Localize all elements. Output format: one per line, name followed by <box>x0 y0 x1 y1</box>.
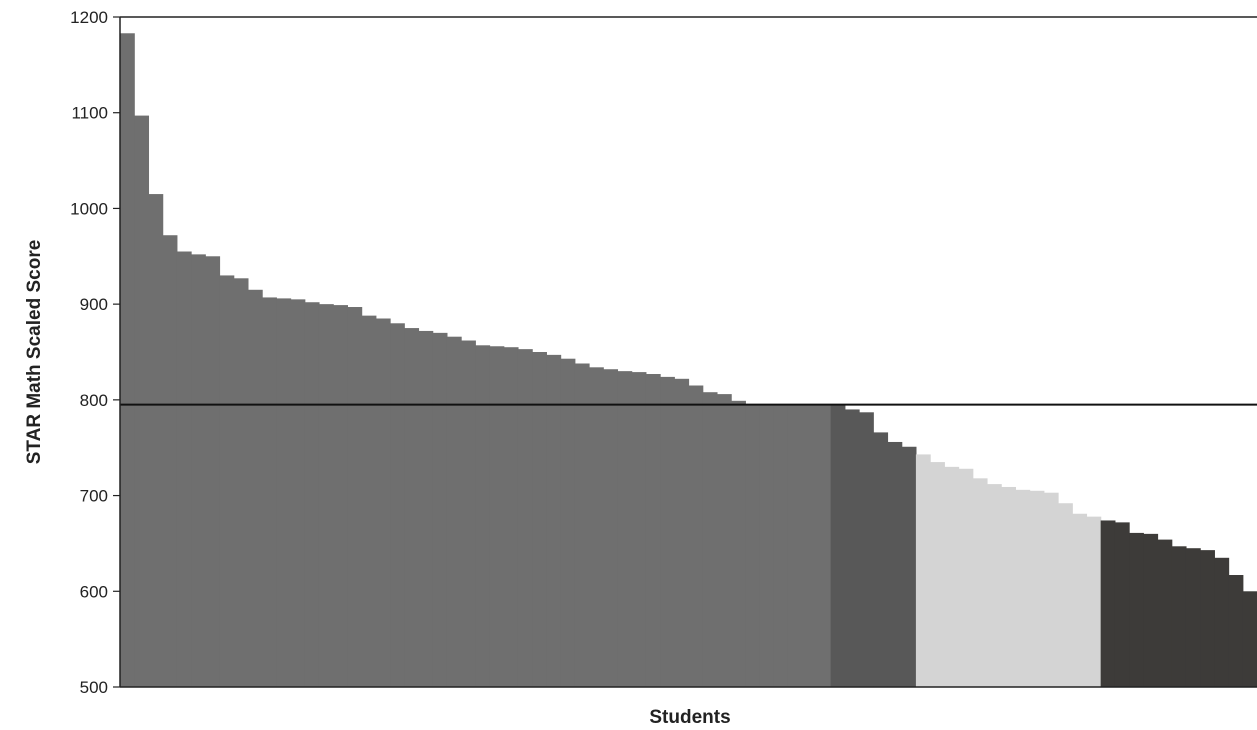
bar-series3-64 <box>1015 489 1031 687</box>
bar-series1-19 <box>375 318 391 687</box>
bar-series1-10 <box>247 289 263 687</box>
bar-series2-53 <box>859 412 874 687</box>
bar-series1-31 <box>546 354 562 687</box>
bar-series4-71 <box>1114 522 1130 687</box>
bar-series1-29 <box>517 349 533 687</box>
bar-series1-25 <box>461 340 476 687</box>
y-tick-label-1200: 1200 <box>70 8 108 27</box>
bar-series4-74 <box>1157 539 1173 687</box>
bar-series3-61 <box>972 478 988 687</box>
axes-group <box>119 16 1257 688</box>
bar-series1-18 <box>361 315 377 687</box>
bar-series1-12 <box>276 298 292 687</box>
bar-series1-33 <box>574 363 590 687</box>
bar-series4-73 <box>1143 533 1159 687</box>
bar-series1-14 <box>304 302 320 687</box>
bar-series1-9 <box>233 278 249 687</box>
bar-series1-44 <box>731 400 746 687</box>
y-tick-label-500: 500 <box>80 678 108 697</box>
bar-series1-4 <box>162 235 178 688</box>
bar-series2-56 <box>901 446 917 687</box>
bar-series4-79 <box>1228 575 1244 687</box>
bar-series4-80 <box>1242 591 1257 687</box>
bars-group <box>120 33 1257 688</box>
y-tick-label-600: 600 <box>80 582 108 601</box>
bar-series1-48 <box>787 404 803 687</box>
bar-series3-65 <box>1029 490 1045 687</box>
y-axis-title: STAR Math Scaled Score <box>24 240 45 465</box>
bar-series4-77 <box>1200 550 1215 687</box>
bar-series1-50 <box>816 404 832 687</box>
bar-series1-41 <box>688 385 704 687</box>
bar-series1-46 <box>759 404 775 687</box>
bar-series1-39 <box>660 376 675 687</box>
bar-series3-62 <box>986 484 1002 687</box>
bar-series1-26 <box>475 345 491 687</box>
bar-series1-27 <box>489 346 505 687</box>
bar-series4-76 <box>1185 548 1201 687</box>
x-axis-title: Students <box>649 707 730 728</box>
bar-series1-11 <box>262 297 277 687</box>
y-tick-label-900: 900 <box>80 295 108 314</box>
bar-series1-23 <box>432 332 448 687</box>
bar-series1-35 <box>603 369 619 687</box>
bar-series1-15 <box>318 304 334 687</box>
bar-series3-59 <box>944 466 960 687</box>
bar-series3-66 <box>1043 492 1059 687</box>
bar-series1-43 <box>716 394 732 687</box>
bar-series1-24 <box>446 336 462 687</box>
bar-series4-78 <box>1214 557 1230 687</box>
bar-series2-55 <box>887 441 903 687</box>
bar-series1-16 <box>333 305 348 687</box>
bar-series3-57 <box>915 454 931 687</box>
bar-series1-13 <box>290 299 306 687</box>
y-tick-label-1100: 1100 <box>71 104 108 123</box>
bar-series1-38 <box>645 374 661 687</box>
bar-series4-72 <box>1129 532 1144 687</box>
bar-series1-42 <box>702 392 718 687</box>
bar-series2-52 <box>844 409 860 687</box>
bar-series1-34 <box>589 367 604 687</box>
bar-series4-70 <box>1100 520 1116 687</box>
bar-series1-36 <box>617 371 633 687</box>
bar-series1-28 <box>503 347 519 687</box>
bar-series3-69 <box>1086 516 1102 687</box>
bar-series1-22 <box>418 330 434 687</box>
bar-series3-67 <box>1058 503 1073 687</box>
bar-series3-60 <box>958 468 974 687</box>
y-ticks-group: 500 600 700 800 900 1000 1100 1200 <box>70 8 120 697</box>
bar-series1-49 <box>802 404 818 687</box>
bar-series1-32 <box>560 358 576 687</box>
bar-series1-37 <box>631 372 647 687</box>
bar-series3-63 <box>1001 486 1016 687</box>
y-tick-label-1000: 1000 <box>70 199 108 218</box>
y-tick-label-800: 800 <box>80 391 108 410</box>
bar-series3-58 <box>930 462 945 687</box>
bar-series1-21 <box>404 328 420 687</box>
bar-series1-30 <box>532 352 547 687</box>
bar-series1-8 <box>219 275 235 687</box>
bar-series1-1 <box>120 33 135 687</box>
bar-series1-7 <box>205 256 221 687</box>
bar-series1-40 <box>674 378 690 687</box>
bar-series1-45 <box>745 404 761 687</box>
bar-series1-17 <box>347 307 363 687</box>
bar-series2-51 <box>830 404 846 687</box>
bar-series1-20 <box>390 323 405 687</box>
bar-series3-68 <box>1072 513 1088 687</box>
bar-series1-3 <box>148 194 164 687</box>
bar-series1-2 <box>134 115 150 688</box>
bar-series2-54 <box>873 432 889 687</box>
bar-series4-75 <box>1171 546 1187 687</box>
bar-series1-5 <box>176 251 192 687</box>
bar-series1-6 <box>191 254 206 687</box>
bar-series1-47 <box>773 404 789 687</box>
y-tick-label-700: 700 <box>80 487 108 506</box>
